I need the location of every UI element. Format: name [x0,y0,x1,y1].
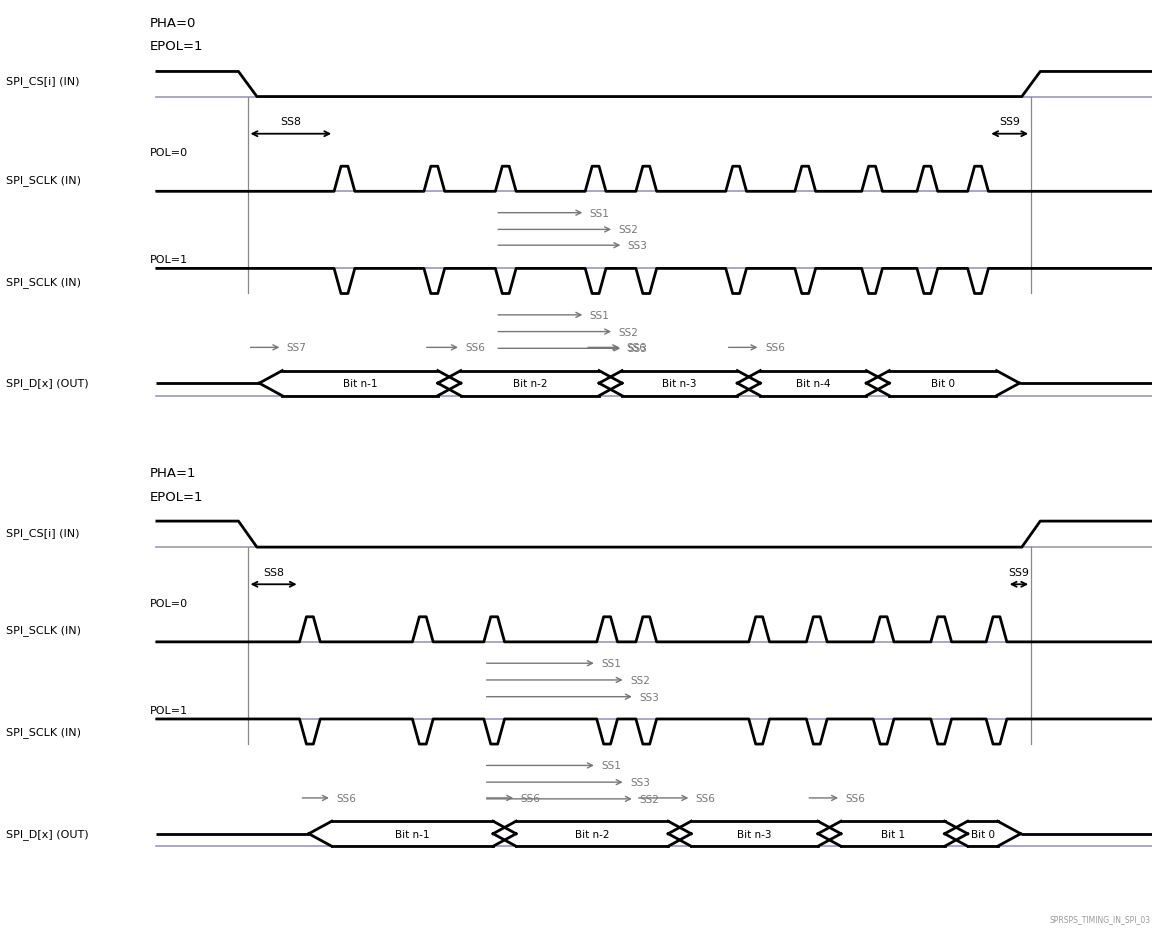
Text: SS6: SS6 [846,793,865,803]
Text: SS7: SS7 [287,343,306,353]
Text: SS3: SS3 [639,692,659,702]
Text: SS6: SS6 [696,793,715,803]
Text: Bit 0: Bit 0 [971,829,994,839]
Text: SS1: SS1 [601,659,621,668]
Text: SS2: SS2 [630,676,650,685]
Text: SPI_SCLK (IN): SPI_SCLK (IN) [6,727,81,738]
Text: SS8: SS8 [280,117,302,127]
Text: PHA=0: PHA=0 [150,17,196,30]
Text: SPI_D[x] (OUT): SPI_D[x] (OUT) [6,378,89,389]
Text: SS6: SS6 [521,793,540,803]
Text: POL=0: POL=0 [150,599,188,608]
Text: SS6: SS6 [765,343,785,353]
Text: Bit n-2: Bit n-2 [513,379,547,389]
Text: SS1: SS1 [590,311,609,320]
Text: SPI_CS[i] (IN): SPI_CS[i] (IN) [6,76,79,87]
Text: SS3: SS3 [628,241,647,251]
Text: SS2: SS2 [639,794,659,804]
Text: SS6: SS6 [336,793,356,803]
Text: SS2: SS2 [619,328,638,337]
Text: SS3: SS3 [628,344,647,354]
Text: EPOL=1: EPOL=1 [150,40,203,53]
Text: SS1: SS1 [590,209,609,218]
Text: Bit 1: Bit 1 [881,829,904,839]
Text: SS2: SS2 [619,226,638,235]
Text: POL=0: POL=0 [150,148,188,158]
Text: PHA=1: PHA=1 [150,467,196,480]
Text: Bit n-3: Bit n-3 [662,379,697,389]
Text: Bit n-4: Bit n-4 [796,379,831,389]
Text: SS8: SS8 [263,567,285,577]
Text: POL=1: POL=1 [150,255,188,264]
Text: SPI_D[x] (OUT): SPI_D[x] (OUT) [6,828,89,839]
Text: SS9: SS9 [1008,567,1030,577]
Text: Bit n-1: Bit n-1 [343,379,377,389]
Text: EPOL=1: EPOL=1 [150,490,203,503]
Text: SPRSPS_TIMING_IN_SPI_03: SPRSPS_TIMING_IN_SPI_03 [1049,914,1151,923]
Text: SS6: SS6 [627,343,646,353]
Text: SPI_SCLK (IN): SPI_SCLK (IN) [6,625,81,636]
Text: SS1: SS1 [601,761,621,770]
Text: Bit n-2: Bit n-2 [575,829,609,839]
Text: Bit 0: Bit 0 [931,379,955,389]
Text: Bit n-3: Bit n-3 [737,829,772,839]
Text: SPI_CS[i] (IN): SPI_CS[i] (IN) [6,527,79,538]
Text: Bit n-1: Bit n-1 [395,829,430,839]
Text: POL=1: POL=1 [150,705,188,715]
Text: SS3: SS3 [630,778,650,787]
Text: SPI_SCLK (IN): SPI_SCLK (IN) [6,174,81,186]
Text: SS9: SS9 [999,117,1021,127]
Text: SPI_SCLK (IN): SPI_SCLK (IN) [6,277,81,288]
Text: SS6: SS6 [465,343,485,353]
